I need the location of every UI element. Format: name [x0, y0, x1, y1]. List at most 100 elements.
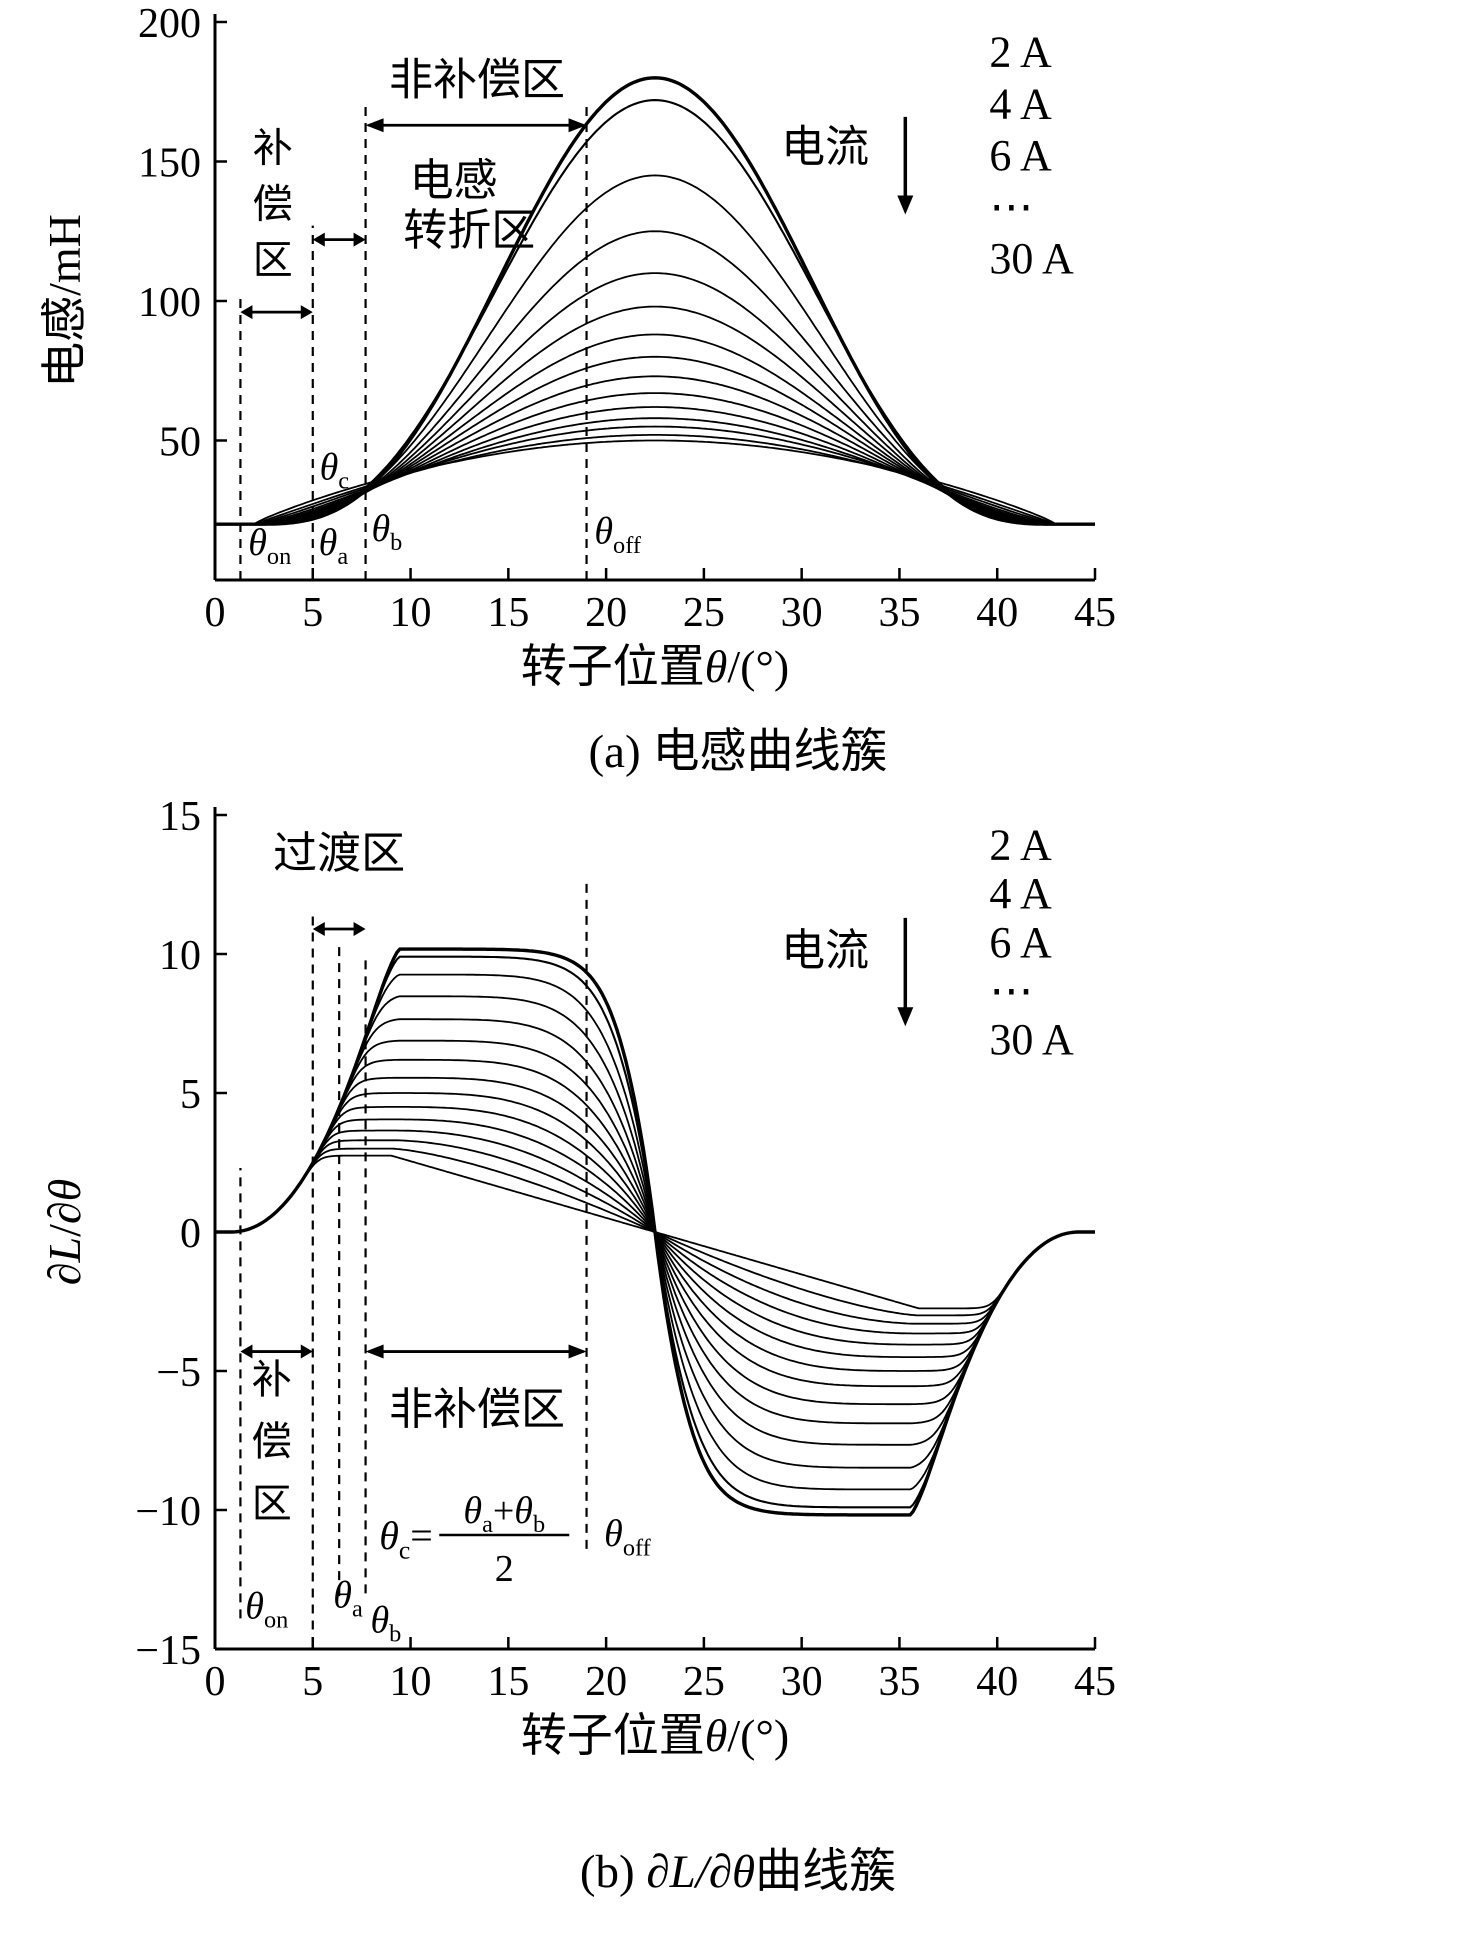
- legend-item: 4 A: [989, 79, 1052, 128]
- legend-item: 2 A: [989, 820, 1052, 869]
- x-tick-label: 30: [781, 1659, 823, 1705]
- curve-14A: [215, 333, 1095, 526]
- zone-extent-arrow-left-arrowhead-icon: [312, 232, 325, 247]
- x-tick-label: 20: [585, 590, 627, 636]
- legend-item: 6 A: [989, 918, 1052, 967]
- theta-label: θoff: [594, 511, 641, 559]
- theta-label: θoff: [604, 1513, 651, 1561]
- x-tick-label: 45: [1074, 1659, 1116, 1705]
- x-tick-label: 25: [683, 1659, 725, 1705]
- zone-label-vertical: 补: [252, 1357, 292, 1402]
- y-tick-label: 5: [180, 1072, 201, 1118]
- x-axis-title: 转子位置θ/(°): [521, 641, 789, 692]
- zone-label: 电感: [410, 156, 498, 205]
- caption-b-suffix: 曲线簇: [755, 1846, 897, 1898]
- x-tick-label: 30: [781, 590, 823, 636]
- dldtheta-chart: 0 5 10 15 20 25 30 35 40 45 −15 −10 −5 0 5 10 15 θon θa θb θ…: [39, 794, 1116, 1761]
- zone-label-vertical: 偿: [252, 1419, 292, 1464]
- theta-label: θb: [370, 1599, 401, 1647]
- current-direction-arrow-arrowhead-icon: [897, 1007, 914, 1027]
- curve-30A: [215, 439, 1095, 526]
- curve-24A: [215, 417, 1095, 526]
- curve-4A: [215, 99, 1095, 526]
- x-tick-label: 5: [302, 590, 323, 636]
- zone-extent-arrow-right-arrowhead-icon: [353, 921, 366, 936]
- x-tick-label: 40: [976, 1659, 1018, 1705]
- fraction-denominator: 2: [495, 1548, 514, 1590]
- x-tick-label: 25: [683, 590, 725, 636]
- zone-extent-arrow-left-arrowhead-icon: [240, 305, 253, 320]
- legend-item: 2 A: [989, 28, 1052, 77]
- caption-a: (a) 电感曲线簇: [0, 712, 1476, 781]
- zone-label-vertical: 区: [253, 238, 293, 283]
- zone-label-vertical: 区: [252, 1481, 292, 1526]
- y-tick-label: 50: [159, 420, 201, 466]
- zone-extent-arrow-left-arrowhead-icon: [365, 1344, 384, 1359]
- x-tick-label: 10: [390, 1659, 432, 1705]
- caption-b: (b) ∂L/∂θ曲线簇: [0, 1832, 1476, 1901]
- theta-label: θon: [248, 522, 291, 570]
- theta-label: θa: [333, 1574, 363, 1622]
- curve-2A: [215, 76, 1095, 526]
- y-axis-title: 电感/mH: [39, 214, 90, 388]
- x-axis-title: 转子位置θ/(°): [521, 1710, 789, 1761]
- legend-item: 30 A: [989, 1015, 1074, 1064]
- legend-item: ⋯: [989, 182, 1033, 231]
- x-tick-label: 0: [205, 590, 226, 636]
- x-tick-label: 5: [302, 1659, 323, 1705]
- y-axis-title: ∂L/∂θ: [39, 1179, 90, 1285]
- y-tick-label: 150: [138, 141, 201, 187]
- zone-label-vertical: 偿: [253, 182, 293, 227]
- caption-b-math: ∂L/∂θ: [646, 1846, 756, 1898]
- current-direction-arrow-arrowhead-icon: [897, 195, 914, 215]
- theta-label: θc: [320, 447, 350, 495]
- zone-extent-arrow-right-arrowhead-icon: [300, 305, 313, 320]
- theta-label: θon: [245, 1585, 288, 1633]
- y-tick-label: −15: [135, 1628, 201, 1674]
- x-tick-label: 10: [390, 590, 432, 636]
- y-tick-label: 0: [180, 1211, 201, 1257]
- x-tick-label: 20: [585, 1659, 627, 1705]
- y-tick-label: −5: [156, 1350, 201, 1396]
- zone-label: 非补偿区: [389, 1385, 565, 1434]
- y-tick-label: −10: [135, 1489, 201, 1535]
- legend-item: ⋯: [989, 966, 1033, 1015]
- legend-item: 30 A: [989, 234, 1074, 283]
- caption-a-prefix: (a): [588, 726, 653, 778]
- curve-22A: [215, 406, 1095, 526]
- x-tick-label: 45: [1074, 590, 1116, 636]
- x-tick-label: 35: [878, 590, 920, 636]
- x-tick-label: 15: [487, 590, 529, 636]
- x-tick-label: 0: [205, 1659, 226, 1705]
- zone-extent-arrow-right-arrowhead-icon: [568, 118, 587, 133]
- x-tick-label: 40: [976, 590, 1018, 636]
- zone-label: 非补偿区: [389, 56, 565, 105]
- zone-extent-arrow-left-arrowhead-icon: [312, 921, 325, 936]
- y-tick-label: 200: [138, 1, 201, 47]
- curve-26A: [215, 425, 1095, 526]
- legend-title: 电流: [781, 926, 869, 975]
- zone-extent-arrow-right-arrowhead-icon: [568, 1344, 587, 1359]
- theta-label: θb: [371, 508, 402, 556]
- y-tick-label: 15: [159, 794, 201, 840]
- zone-extent-arrow-left-arrowhead-icon: [240, 1344, 253, 1359]
- curve-30A: [215, 1154, 1095, 1310]
- x-tick-label: 15: [487, 1659, 529, 1705]
- zone-extent-arrow-left-arrowhead-icon: [365, 118, 384, 133]
- theta-label: θa: [319, 522, 349, 570]
- x-tick-label: 35: [878, 1659, 920, 1705]
- legend-item: 4 A: [989, 869, 1052, 918]
- caption-a-suffix: 电感曲线簇: [652, 726, 888, 778]
- y-tick-label: 100: [138, 280, 201, 326]
- formula-lhs: θc=: [379, 1513, 433, 1565]
- y-tick-label: 10: [159, 933, 201, 979]
- legend-title: 电流: [781, 123, 869, 172]
- curve-28A: [215, 434, 1095, 526]
- zone-label: 过渡区: [273, 829, 405, 878]
- legend-item: 6 A: [989, 131, 1052, 180]
- zone-extent-arrow-right-arrowhead-icon: [353, 232, 366, 247]
- zone-label-vertical: 补: [253, 126, 293, 171]
- fraction-numerator: θa+θb: [463, 1490, 545, 1538]
